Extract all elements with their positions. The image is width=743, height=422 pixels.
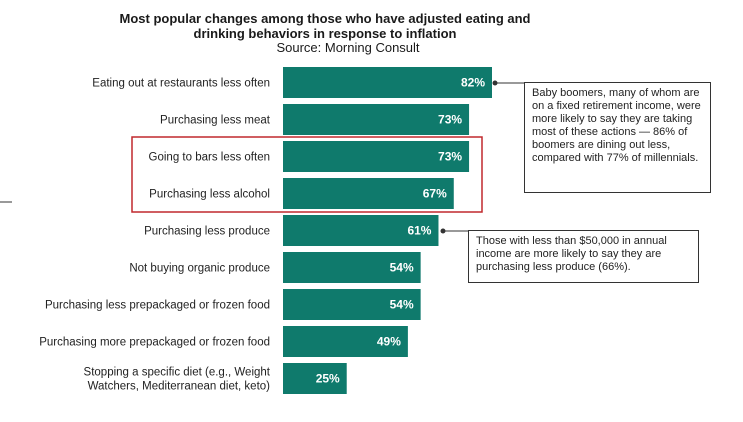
category-label: Purchasing less prepackaged or frozen fo… — [45, 300, 270, 312]
chart-title-line-2: drinking behaviors in response to inflat… — [194, 26, 457, 41]
bar-group-purchasing-less-meat: 73% Purchasing less meat — [160, 104, 470, 135]
bar-group-eating-out-at-restaurants-less-often: 82% Eating out at restaurants less often — [92, 67, 492, 98]
bar — [283, 252, 421, 283]
bar-value-label: 73% — [438, 113, 462, 127]
bar — [283, 363, 347, 394]
bar-group-not-buying-organic-produce: 54% Not buying organic produce — [129, 252, 421, 283]
bar-value-label: 54% — [390, 298, 414, 312]
chart-source: Source: Morning Consult — [276, 40, 419, 55]
bar-group-going-to-bars-less-often: 73% Going to bars less often — [149, 141, 470, 172]
category-label: Going to bars less often — [149, 152, 270, 164]
category-label: Purchasing more prepackaged or frozen fo… — [39, 337, 270, 349]
annotation-income-produce: Those with less than $50,000 in annual i… — [468, 230, 699, 283]
bar — [283, 289, 421, 320]
category-label: Watchers, Mediterranean diet, keto) — [88, 381, 271, 393]
bar-group-purchasing-less-produce: 61% Purchasing less produce — [144, 215, 439, 246]
category-label: Not buying organic produce — [129, 263, 270, 275]
produce-leader-dot — [440, 228, 446, 234]
bar-value-label: 82% — [461, 76, 485, 90]
bar-value-label: 73% — [438, 150, 462, 164]
bar — [283, 326, 408, 357]
bars-layer: 82% Eating out at restaurants less often 7… — [39, 67, 492, 394]
category-label: Purchasing less meat — [160, 115, 271, 127]
category-label: Purchasing less alcohol — [149, 189, 270, 201]
bar-value-label: 67% — [423, 187, 447, 201]
bar-group-purchasing-less-prepackaged-or-frozen-food: 54% Purchasing less prepackaged or frozen… — [45, 289, 421, 320]
bar-value-label: 49% — [377, 335, 401, 349]
bar — [283, 215, 439, 246]
bar-value-label: 54% — [390, 261, 414, 275]
highlight-layer — [131, 136, 483, 213]
category-label: Purchasing less produce — [144, 226, 270, 238]
bar — [283, 178, 454, 209]
annotation-boomers: Baby boomers, many of whom are on a fixe… — [524, 82, 711, 193]
bar-group-purchasing-less-alcohol: 67% Purchasing less alcohol — [149, 178, 454, 209]
bar — [283, 67, 492, 98]
leader-layer — [440, 80, 524, 234]
bar-value-label: 61% — [407, 224, 431, 238]
bar-value-label: 25% — [316, 372, 340, 386]
bar-group-purchasing-more-prepackaged-or-frozen-food: 49% Purchasing more prepackaged or frozen… — [39, 326, 408, 357]
chart-title-line-1: Most popular changes among those who hav… — [120, 11, 531, 26]
category-label: Stopping a specific diet (e.g., Weight — [84, 367, 271, 379]
highlight-box — [131, 136, 483, 213]
bar — [283, 104, 470, 135]
bar — [283, 141, 470, 172]
boomers-leader-dot — [492, 80, 498, 86]
category-label: Eating out at restaurants less often — [92, 78, 270, 90]
bar-group-stopping-a-specific-diet-e-g-weight-watchers-mediterranean-diet-keto: 25% Stopping a specific diet (e.g., Weigh… — [84, 363, 347, 394]
